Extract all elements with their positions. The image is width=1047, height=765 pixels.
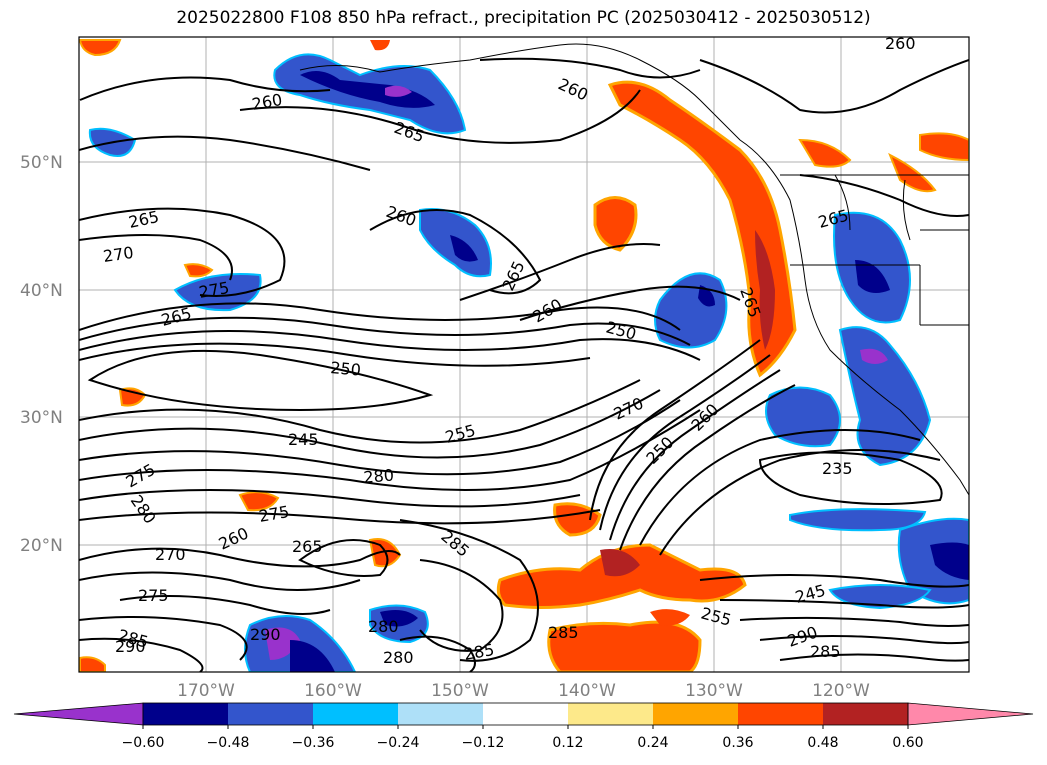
contour-label: 290 xyxy=(115,637,146,656)
colorbar-tick-label: −0.60 xyxy=(122,735,165,751)
colorbar-tick-label: −0.12 xyxy=(462,735,505,751)
refractivity-contours xyxy=(79,57,969,672)
colorbar-bin xyxy=(398,703,483,725)
lon-label: 170°W xyxy=(177,681,235,701)
colorbar-outline xyxy=(142,702,909,726)
colorbar-tick-label: −0.24 xyxy=(377,735,420,751)
contour-label: 265 xyxy=(292,537,323,556)
colorbar: −0.60 −0.48 −0.36 −0.24 −0.12 0.12 0.24 0.36 0.4… xyxy=(13,702,1034,751)
contour-label: 270 xyxy=(155,545,186,564)
contour-label: 275 xyxy=(138,586,169,605)
map-title: 2025022800 F108 850 hPa refract., precip… xyxy=(176,8,871,28)
contour-label: 250 xyxy=(330,358,362,380)
coastlines xyxy=(299,43,969,496)
lon-label: 160°W xyxy=(304,681,362,701)
lat-label: 30°N xyxy=(20,408,63,428)
contour-label: 290 xyxy=(250,625,281,644)
colorbar-tick-label: 0.12 xyxy=(552,735,583,751)
lat-label: 40°N xyxy=(20,281,63,301)
colorbar-bin xyxy=(228,703,313,725)
contour-labels: 260 260 265 265 270 275 265 260 265 260 … xyxy=(102,34,916,667)
colorbar-tick-label: 0.36 xyxy=(722,735,753,751)
lat-label: 20°N xyxy=(20,536,63,556)
contour-label: 280 xyxy=(383,648,414,667)
colorbar-bin xyxy=(823,703,908,725)
longitude-labels: 170°W 160°W 150°W 140°W 130°W 120°W xyxy=(177,681,870,701)
colorbar-bin xyxy=(568,703,653,725)
colorbar-bin xyxy=(738,703,823,725)
precipitation-shading xyxy=(79,39,969,672)
lon-label: 130°W xyxy=(685,681,743,701)
colorbar-tick-label: 0.48 xyxy=(807,735,838,751)
latitude-labels: 50°N 40°N 30°N 20°N xyxy=(20,153,63,556)
colorbar-extend-high xyxy=(907,702,1034,726)
colorbar-bin xyxy=(483,703,568,725)
contour-label: 280 xyxy=(363,465,395,487)
contour-label: 260 xyxy=(885,34,916,53)
colorbar-bin xyxy=(653,703,738,725)
map-frame xyxy=(78,36,970,673)
contour-label: 285 xyxy=(810,642,841,661)
colorbar-tick-label: −0.36 xyxy=(292,735,335,751)
colorbar-bin xyxy=(313,703,398,725)
contour-label: 235 xyxy=(822,459,853,478)
contour-label: 280 xyxy=(368,617,399,636)
lon-label: 140°W xyxy=(558,681,616,701)
lon-label: 150°W xyxy=(431,681,489,701)
colorbar-tick-label: 0.24 xyxy=(637,735,668,751)
contour-label: 285 xyxy=(548,623,579,642)
lat-label: 50°N xyxy=(20,153,63,173)
contour-label: 270 xyxy=(102,243,135,266)
colorbar-tick-label: −0.48 xyxy=(207,735,250,751)
colorbar-tick-label: 0.60 xyxy=(892,735,923,751)
lon-label: 120°W xyxy=(812,681,870,701)
colorbar-bin xyxy=(143,703,228,725)
colorbar-extend-low xyxy=(13,702,144,726)
contour-label: 245 xyxy=(288,430,319,449)
